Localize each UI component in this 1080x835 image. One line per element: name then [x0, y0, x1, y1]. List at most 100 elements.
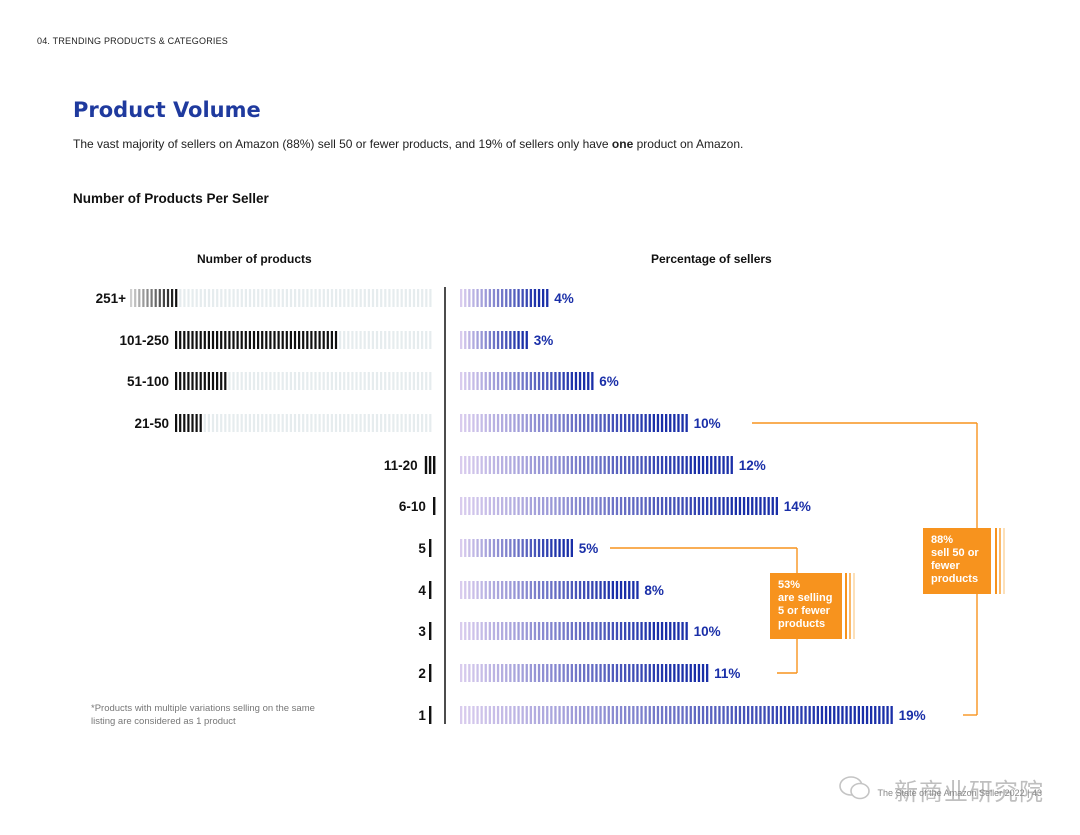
left-tick-4-1	[428, 456, 432, 474]
bar-10-tick-5	[480, 706, 483, 724]
left-tick-0-25	[232, 289, 235, 307]
bar-3-tick-17	[529, 414, 532, 432]
bar-4-tick-39	[619, 456, 623, 474]
bar-10-tick-10	[501, 706, 504, 724]
bar-1-tick-2	[468, 331, 471, 349]
bar-3-tick-22	[550, 414, 553, 432]
bar-0-tick-20	[542, 289, 545, 307]
bar-4-tick-21	[546, 456, 549, 474]
left-tick-2-32	[306, 372, 309, 390]
bar-9-tick-11	[505, 664, 508, 682]
bar-3-tick-50	[665, 414, 668, 432]
callout-88-text: sell 50 or fewer products	[931, 547, 979, 585]
bar-4-tick-1	[464, 456, 467, 474]
bar-4-tick-55	[685, 456, 688, 474]
bar-10-tick-0	[460, 706, 463, 724]
bar-5-tick-11	[505, 497, 508, 515]
callout-stripe-0-0	[845, 573, 847, 639]
bar-4-tick-56	[689, 456, 692, 474]
bar-0-tick-21	[546, 289, 549, 307]
left-tick-1-28	[289, 331, 292, 349]
bar-6-tick-21	[546, 539, 549, 557]
bar-0-tick-2	[468, 289, 471, 307]
bar-5-tick-56	[689, 497, 692, 515]
value-label-6: 5%	[579, 541, 599, 556]
left-tick-1-40	[339, 331, 342, 349]
left-tick-2-29	[293, 372, 297, 390]
left-tick-1-35	[318, 331, 321, 349]
bar-9-tick-47	[652, 664, 655, 682]
bar-5-tick-27	[570, 497, 573, 515]
bar-9-tick-12	[509, 664, 512, 682]
callout-stripe-0-1	[849, 573, 851, 639]
bar-1-tick-0	[460, 331, 463, 349]
bar-3-tick-31	[587, 414, 590, 432]
bar-6-tick-10	[501, 539, 504, 557]
left-tick-0-21	[216, 289, 219, 307]
bar-4-tick-43	[636, 456, 639, 474]
bar-3-tick-55	[685, 414, 688, 432]
bar-4-tick-31	[587, 456, 590, 474]
left-tick-1-11	[220, 331, 223, 349]
bar-8-tick-22	[550, 622, 553, 640]
left-tick-3-41	[343, 414, 346, 432]
bar-9-tick-24	[558, 664, 561, 682]
left-tick-1-47	[367, 331, 370, 349]
left-tick-1-15	[236, 331, 239, 349]
left-tick-2-30	[298, 372, 301, 390]
left-tick-2-27	[285, 372, 288, 390]
bar-9-tick-56	[689, 664, 692, 682]
bar-7-tick-3	[472, 581, 475, 599]
bar-3-tick-34	[599, 414, 602, 432]
left-tick-1-33	[310, 331, 313, 349]
left-tick-0-20	[212, 289, 215, 307]
bar-5-tick-70	[747, 497, 750, 515]
left-tick-3-2	[183, 414, 186, 432]
bar-5-tick-59	[701, 497, 705, 515]
left-tick-3-31	[302, 414, 305, 432]
bar-5-tick-46	[648, 497, 651, 515]
left-tick-3-15	[236, 414, 239, 432]
left-tick-0-27	[240, 289, 243, 307]
bar-4-tick-19	[537, 456, 541, 474]
bar-10-tick-57	[693, 706, 696, 724]
left-tick-0-29	[248, 289, 252, 307]
bar-3-tick-45	[644, 414, 647, 432]
left-tick-0-37	[281, 289, 284, 307]
bar-5-tick-77	[775, 497, 778, 515]
bar-10-tick-93	[841, 706, 844, 724]
left-tick-0-38	[285, 289, 288, 307]
bar-7-tick-24	[558, 581, 561, 599]
bar-8-tick-41	[628, 622, 631, 640]
bar-3-tick-41	[628, 414, 631, 432]
bar-9-tick-14	[517, 664, 520, 682]
left-tick-2-51	[384, 372, 387, 390]
left-tick-1-23	[269, 331, 272, 349]
bar-9-tick-28	[574, 664, 578, 682]
bar-0-tick-1	[464, 289, 467, 307]
bar-8-tick-44	[640, 622, 643, 640]
left-tick-1-43	[351, 331, 354, 349]
bar-3-tick-33	[595, 414, 598, 432]
left-tick-0-7	[158, 289, 161, 307]
bar-7-tick-10	[501, 581, 504, 599]
left-tick-10-0	[429, 706, 432, 724]
bar-10-tick-34	[599, 706, 602, 724]
left-tick-3-55	[400, 414, 403, 432]
bar-5-tick-45	[644, 497, 647, 515]
bar-7-tick-19	[537, 581, 541, 599]
bar-9-tick-6	[484, 664, 487, 682]
bar-9-tick-23	[554, 664, 557, 682]
bar-10-tick-47	[652, 706, 655, 724]
left-tick-1-8	[207, 331, 210, 349]
bar-9-tick-7	[488, 664, 491, 682]
bar-5-tick-74	[763, 497, 766, 515]
bar-7-tick-0	[460, 581, 463, 599]
bar-10-tick-88	[820, 706, 824, 724]
left-tick-2-7	[203, 372, 206, 390]
bar-9-tick-60	[706, 664, 709, 682]
left-tick-3-13	[228, 414, 231, 432]
left-tick-2-44	[355, 372, 358, 390]
bar-7-tick-40	[624, 581, 627, 599]
page-footer: The State of the Amazon Seller 2022 | 43	[877, 788, 1042, 798]
